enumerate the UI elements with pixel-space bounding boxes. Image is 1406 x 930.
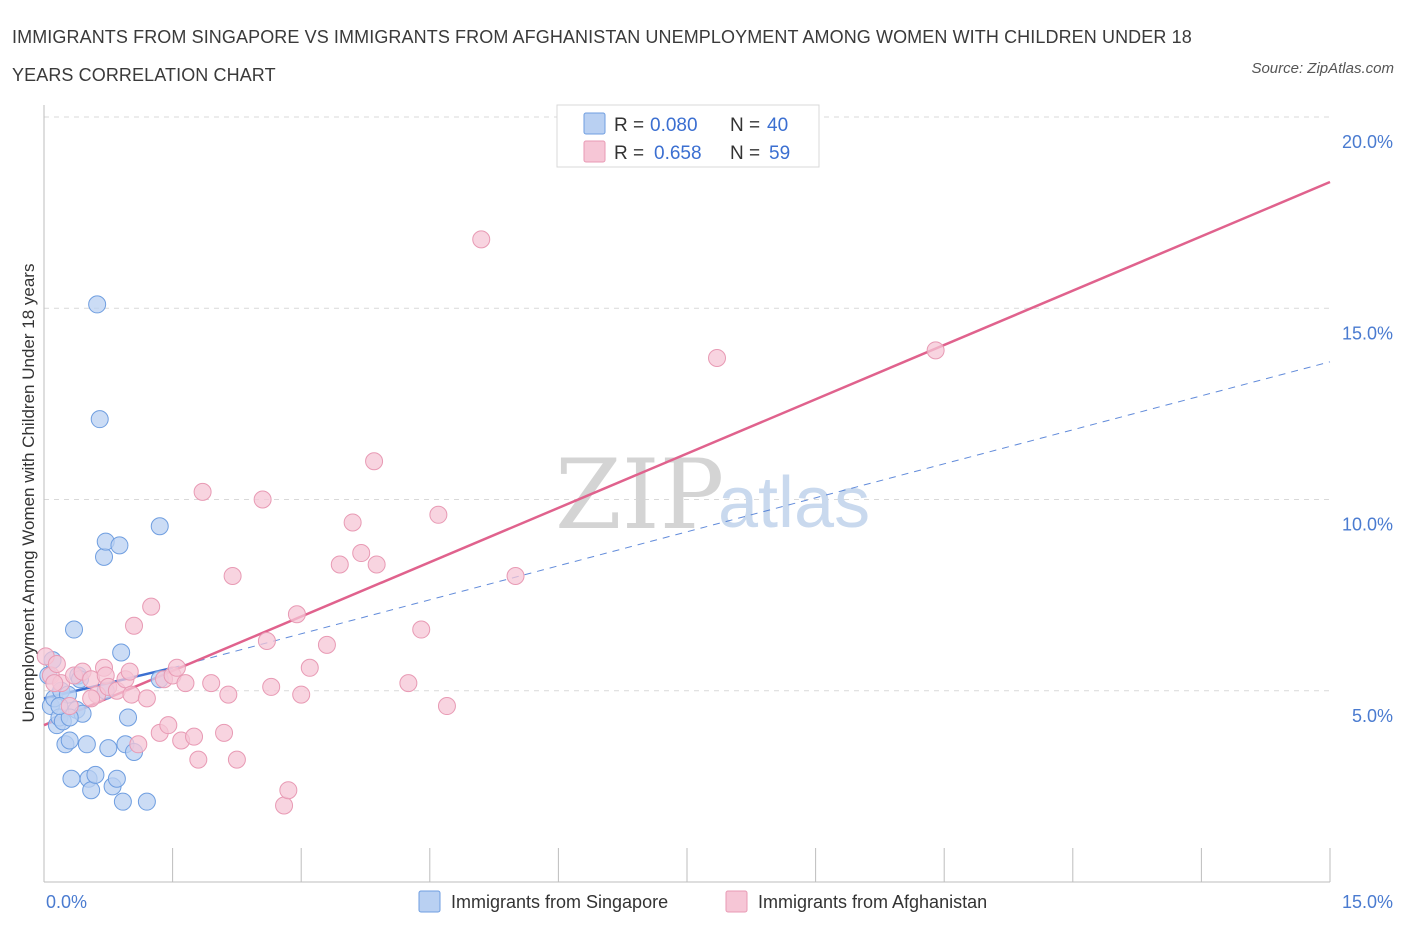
- y-tick-label-1: 10.0%: [1342, 515, 1393, 535]
- legend-r-label-0: R =: [614, 115, 644, 136]
- afghanistan-point-33: [227, 750, 246, 769]
- singapore-point-11: [65, 620, 84, 639]
- singapore-point-25: [99, 739, 118, 758]
- afghanistan-point-43: [330, 555, 349, 574]
- afghanistan-point-23: [167, 658, 186, 677]
- bottom-legend-swatch-afghanistan: [725, 890, 748, 913]
- afghanistan-point-15: [125, 616, 144, 635]
- legend-r-label-1: R =: [614, 143, 644, 164]
- afghanistan-point-48: [399, 674, 418, 693]
- singapore-point-18: [82, 781, 101, 800]
- y-tick-label-3: 20.0%: [1342, 132, 1393, 152]
- afghanistan-point-49: [412, 620, 431, 639]
- afghanistan-point-26: [185, 727, 204, 746]
- y-tick-labels: 5.0% 10.0% 15.0% 20.0%: [1342, 132, 1393, 726]
- singapore-point-30: [113, 792, 132, 811]
- afghanistan-point-38: [279, 781, 298, 800]
- afghanistan-point-58: [45, 674, 64, 693]
- singapore-point-21: [90, 410, 109, 429]
- legend-swatch-singapore: [583, 112, 606, 135]
- singapore-point-35: [150, 517, 169, 536]
- afghanistan-point-56: [60, 697, 79, 716]
- axes: [43, 105, 1331, 883]
- afghanistan-point-47: [367, 555, 386, 574]
- afghanistan-point-51: [437, 697, 456, 716]
- singapore-point-16: [77, 735, 96, 754]
- afghanistan-point-40: [292, 685, 311, 704]
- afghanistan-point-30: [215, 723, 234, 742]
- afghanistan-point-57: [82, 689, 101, 708]
- singapore-point-22: [95, 547, 114, 566]
- singapore-point-20: [88, 295, 107, 314]
- afghanistan-point-39: [287, 605, 306, 624]
- trend-lines: [43, 180, 1331, 727]
- y-tick-label-0: 5.0%: [1352, 706, 1393, 726]
- afghanistan-point-41: [300, 658, 319, 677]
- afghanistan-point-36: [262, 677, 281, 696]
- bottom-legend-label-afghanistan: Immigrants from Afghanistan: [758, 892, 987, 912]
- afghanistan-point-16: [129, 735, 148, 754]
- grid-lines: [44, 116, 1330, 692]
- y-axis-label: Unemployment Among Women with Children U…: [19, 264, 38, 723]
- singapore-point-10: [62, 769, 81, 788]
- x-tick-label-0: 0.0%: [46, 892, 87, 912]
- singapore-point-32: [119, 708, 138, 727]
- y-tick-label-2: 15.0%: [1342, 323, 1393, 343]
- singapore-point-9: [60, 731, 79, 750]
- singapore-point-27: [107, 769, 126, 788]
- singapore-point-19: [86, 765, 105, 784]
- singapore-point-28: [110, 536, 129, 555]
- correlation-legend: R = 0.080 N = 40 R = 0.658 N = 59: [556, 104, 820, 168]
- source-label: Source: ZipAtlas.com: [1251, 60, 1394, 77]
- singapore-point-34: [137, 792, 156, 811]
- afghanistan-point-45: [352, 544, 371, 563]
- legend-r-value-1: 0.658: [654, 143, 702, 164]
- bottom-legend-swatch-singapore: [418, 890, 441, 913]
- singapore-point-29: [112, 643, 131, 662]
- legend-n-label-1: N =: [730, 143, 760, 164]
- afghanistan-point-42: [317, 635, 336, 654]
- x-tick-labels: 0.0% 15.0%: [46, 892, 1393, 912]
- afghanistan-point-44: [343, 513, 362, 532]
- singapore-trend-dashed: [172, 361, 1331, 669]
- data-points: [36, 230, 945, 815]
- afghanistan-point-53: [506, 567, 525, 585]
- afghanistan-point-50: [429, 505, 448, 524]
- afghanistan-point-14: [122, 685, 141, 704]
- afghanistan-point-37: [275, 796, 294, 815]
- afghanistan-point-21: [159, 716, 178, 735]
- chart-title: IMMIGRANTS FROM SINGAPORE VS IMMIGRANTS …: [12, 27, 1192, 85]
- afghanistan-point-55: [926, 341, 945, 360]
- legend-n-value-1: 59: [769, 143, 790, 164]
- legend-r-value-0: 0.080: [650, 115, 698, 136]
- afghanistan-point-32: [223, 567, 242, 585]
- bottom-legend-label-singapore: Immigrants from Singapore: [451, 892, 668, 912]
- afghanistan-point-29: [202, 674, 221, 693]
- afghanistan-point-52: [472, 230, 491, 249]
- afghanistan-point-31: [219, 685, 238, 704]
- legend-swatch-afghanistan: [583, 140, 606, 163]
- afghanistan-point-2: [47, 654, 66, 673]
- legend-n-label-0: N =: [730, 115, 760, 136]
- series-legend: Immigrants from Singapore Immigrants fro…: [418, 890, 987, 913]
- legend-n-value-0: 40: [767, 115, 788, 136]
- watermark-zip: ZIP: [555, 439, 724, 551]
- afghanistan-point-18: [142, 597, 161, 616]
- afghanistan-point-17: [137, 689, 156, 708]
- afghanistan-point-25: [176, 674, 195, 693]
- afghanistan-point-35: [257, 632, 276, 651]
- afghanistan-point-34: [253, 490, 272, 509]
- afghanistan-point-27: [189, 750, 208, 769]
- afghanistan-point-46: [365, 452, 384, 471]
- x-tick-label-1: 15.0%: [1342, 892, 1393, 912]
- afghanistan-trend-line: [43, 180, 1331, 727]
- afghanistan-point-28: [193, 482, 212, 501]
- watermark: ZIP atlas: [555, 439, 870, 551]
- afghanistan-point-13: [120, 662, 139, 681]
- afghanistan-point-54: [708, 348, 727, 367]
